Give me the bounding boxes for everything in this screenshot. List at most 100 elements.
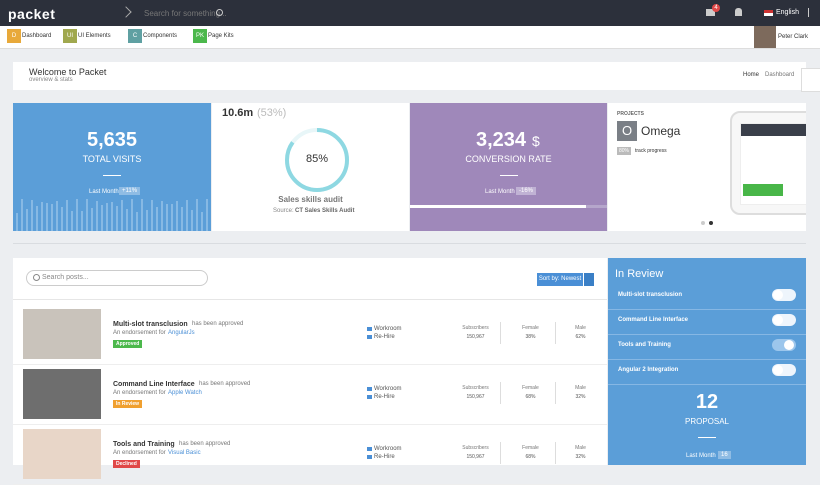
sparkline-bar <box>76 199 78 231</box>
post-image <box>23 429 101 479</box>
post-endorsement: An endorsement for <box>113 390 166 396</box>
menu-label: Page Kits <box>208 33 234 39</box>
review-item[interactable]: Angular 2 Integration <box>618 367 679 373</box>
action-icon <box>367 327 372 331</box>
sparkline-bar <box>96 200 98 231</box>
post-action[interactable]: Re-Hire <box>374 334 395 340</box>
stat-label: Subscribers <box>462 325 489 331</box>
user-avatar[interactable] <box>754 26 776 48</box>
sort-button[interactable]: Sort by: Newest <box>537 273 583 286</box>
stat-value: 68% <box>525 394 536 400</box>
post-title[interactable]: Tools and Training <box>113 441 175 448</box>
toggle[interactable] <box>772 289 796 301</box>
post-action[interactable]: Workroom <box>374 386 402 392</box>
project-progress-label: track progress <box>635 148 667 154</box>
post-status: has been approved <box>199 381 251 387</box>
stat-value: 150,967 <box>466 334 485 340</box>
logo[interactable]: packet <box>8 6 56 22</box>
search-icon <box>216 9 223 16</box>
post-tech[interactable]: Visual Basic <box>168 450 201 456</box>
conversion-change: -16% <box>516 187 537 195</box>
stat-divider <box>500 442 501 464</box>
stat-label: Subscribers <box>462 445 489 451</box>
sparkline-bar <box>21 199 23 231</box>
action-icon <box>367 395 372 399</box>
stat-divider <box>555 322 556 344</box>
language[interactable]: English <box>776 9 799 16</box>
sparkline-bar <box>186 199 188 231</box>
toggle[interactable] <box>772 314 796 326</box>
post-title[interactable]: Command Line Interface <box>113 381 195 388</box>
visits-period: Last Month <box>89 189 119 195</box>
phone-image <box>730 111 806 215</box>
action-icon <box>367 455 372 459</box>
stat-divider <box>555 382 556 404</box>
sparkline-bar <box>166 203 168 231</box>
top-nav: packet Search for something... 4 English <box>0 0 820 26</box>
posts-search-placeholder: Search posts... <box>42 274 89 281</box>
mail-icon[interactable] <box>706 9 715 16</box>
sparkline-bar <box>71 210 73 231</box>
sparkline-bar <box>91 207 93 231</box>
audit-card: 10.6m (53%) 85% Sales skills audit Sourc… <box>212 103 409 231</box>
settings-button[interactable] <box>801 68 820 92</box>
post-action[interactable]: Re-Hire <box>374 394 395 400</box>
action-icon <box>367 387 372 391</box>
stat-value: 68% <box>525 454 536 460</box>
stat-value: 38% <box>525 334 536 340</box>
conversion-unit: $ <box>532 133 540 149</box>
breadcrumb-home[interactable]: Home <box>743 72 760 78</box>
audit-source: CT Sales Skills Audit <box>295 208 355 214</box>
sparkline-bar <box>116 205 118 231</box>
carousel-dot[interactable] <box>701 221 705 225</box>
toggle-knob <box>773 290 783 300</box>
toggle[interactable] <box>772 364 796 376</box>
post-action[interactable]: Workroom <box>374 446 402 452</box>
search-icon <box>33 274 40 281</box>
action-icon <box>367 335 372 339</box>
divider <box>608 384 806 385</box>
carousel-dot[interactable] <box>709 221 713 225</box>
sparkline-bar <box>191 210 193 231</box>
post-action[interactable]: Workroom <box>374 326 402 332</box>
audit-title: Sales skills audit <box>278 195 343 204</box>
audit-source-label: Source: <box>273 208 294 214</box>
post-tech[interactable]: AngularJs <box>168 330 195 336</box>
sort-toggle[interactable] <box>584 273 594 286</box>
review-item[interactable]: Multi-slot transclusion <box>618 292 683 298</box>
stat-value: 62% <box>575 334 586 340</box>
review-count: 12 <box>695 391 719 413</box>
project-progress: 80% <box>617 147 631 155</box>
sparkline-bar <box>106 202 108 231</box>
sidebar-toggle[interactable] <box>808 8 809 17</box>
post-title[interactable]: Multi-slot transclusion <box>113 321 188 328</box>
user-name[interactable]: Peter Clark <box>778 34 809 40</box>
post-status: has been approved <box>179 441 231 447</box>
posts-search[interactable]: Search posts... <box>26 270 208 286</box>
sparkline-bar <box>161 201 163 231</box>
donut <box>285 128 349 192</box>
header-title: Welcome to Packet <box>29 67 107 77</box>
review-item[interactable]: Command Line Interface <box>618 317 689 323</box>
search-placeholder: Search for something... <box>144 9 227 18</box>
conversion-value: 3,234 <box>476 129 527 151</box>
header-subtitle: overview & stats <box>29 77 73 83</box>
sparkline-bar <box>111 202 113 231</box>
stat-value: 32% <box>575 394 586 400</box>
bell-icon[interactable] <box>735 8 742 16</box>
toggle-knob <box>773 365 783 375</box>
post-action[interactable]: Re-Hire <box>374 454 395 460</box>
menu-badge: D <box>7 29 21 43</box>
search-box[interactable]: Search for something... <box>138 4 228 22</box>
review-item[interactable]: Tools and Training <box>618 342 671 348</box>
expand-icon[interactable] <box>120 6 132 18</box>
post-tech[interactable]: Apple Watch <box>168 390 202 396</box>
project-name: Omega <box>641 124 681 138</box>
stat-divider <box>555 442 556 464</box>
sparkline-bar <box>66 199 68 231</box>
menu-bar: D Dashboard UI UI Elements C Components PK Page… <box>0 26 820 49</box>
sparkline-bar <box>131 199 133 231</box>
toggle[interactable] <box>772 339 796 351</box>
post-badge: Declined <box>113 460 140 468</box>
sparkline-bar <box>31 200 33 231</box>
